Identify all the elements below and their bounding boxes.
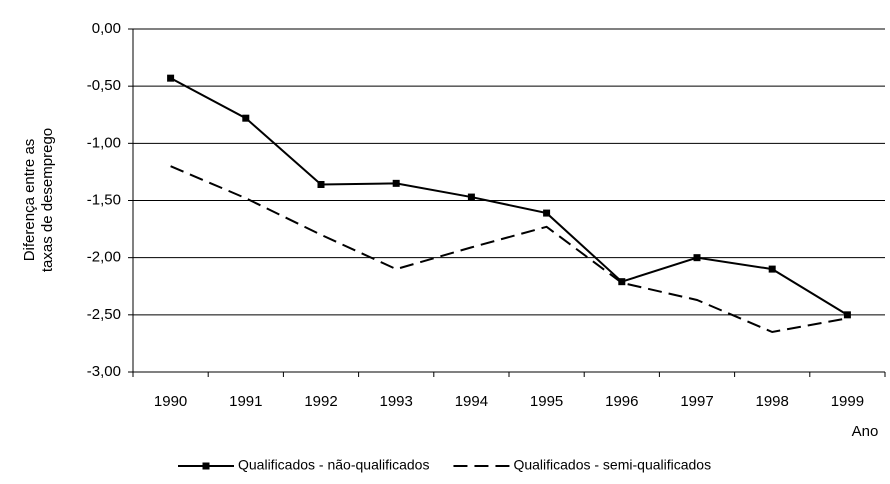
y-tick-label: 0,00 [92,20,121,37]
y-tick-label: -1,00 [87,134,121,151]
y-tick-label: -1,50 [87,191,121,208]
marker [317,180,325,188]
x-tick-label: 1998 [756,393,789,410]
marker [242,114,250,122]
x-axis-label: Ano [852,423,879,440]
legend-label: Qualificados - não-qualificados [238,457,429,473]
y-tick-label: -0,50 [87,77,121,94]
series-line [170,165,848,334]
x-tick-label: 1994 [455,393,488,410]
marker [618,278,626,286]
x-tick-label: 1990 [154,393,187,410]
marker [543,209,551,217]
y-tick-label: -3,00 [87,363,121,380]
x-tick-label: 1999 [831,393,864,410]
marker [392,179,400,187]
marker [768,265,776,273]
x-tick-label: 1991 [229,393,262,410]
y-axis-label: taxas de desemprego [39,128,56,272]
legend-label: Qualificados - semi-qualificados [513,457,711,473]
x-tick-label: 1993 [380,393,413,410]
x-tick-label: 1995 [530,393,563,410]
legend-marker [202,462,210,470]
x-tick-label: 1996 [605,393,638,410]
series-line [170,77,848,316]
y-axis-label: Diferença entre as [21,139,38,262]
x-tick-label: 1992 [304,393,337,410]
y-tick-label: -2,50 [87,306,121,323]
y-tick-label: -2,00 [87,249,121,266]
marker [693,254,701,262]
x-tick-label: 1997 [680,393,713,410]
marker [167,74,175,82]
marker [843,311,851,319]
marker [467,193,475,201]
